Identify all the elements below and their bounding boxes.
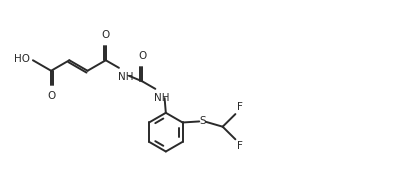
Text: S: S	[199, 116, 206, 126]
Text: F: F	[237, 102, 243, 112]
Text: O: O	[102, 30, 110, 40]
Text: F: F	[237, 141, 243, 151]
Text: HO: HO	[13, 54, 30, 65]
Text: O: O	[138, 51, 146, 61]
Text: NH: NH	[154, 94, 170, 103]
Text: O: O	[47, 91, 55, 101]
Text: NH: NH	[118, 72, 133, 82]
